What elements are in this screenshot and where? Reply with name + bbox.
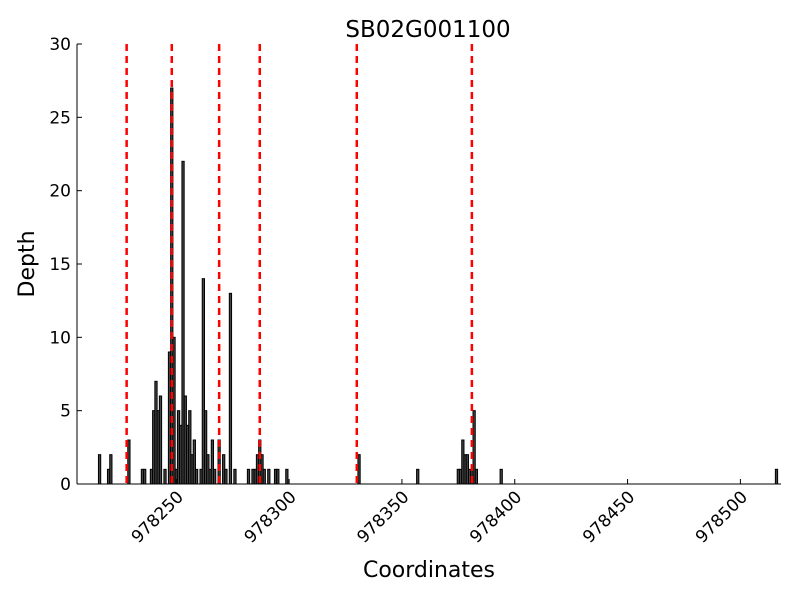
- x-tick-label: 978400: [466, 487, 526, 547]
- bar: [416, 468, 420, 485]
- x-tick-label: 978500: [692, 487, 752, 547]
- x-tick-label: 978450: [579, 487, 639, 547]
- bar: [172, 336, 176, 485]
- bar: [357, 454, 361, 485]
- bar: [276, 468, 280, 485]
- bar: [233, 468, 237, 485]
- bar: [158, 395, 163, 485]
- y-tick-label: 15: [49, 255, 71, 275]
- bar: [194, 468, 199, 485]
- y-ticks: 0 5 10 15 20 25 30: [49, 35, 82, 495]
- bar: [285, 468, 289, 485]
- bar-series: [97, 87, 779, 485]
- y-tick-label: 10: [49, 328, 71, 348]
- bar: [267, 468, 271, 485]
- bar: [474, 468, 479, 485]
- bar: [143, 468, 147, 485]
- bar: [127, 439, 131, 485]
- bar: [262, 468, 266, 485]
- chart-title: SB02G001100: [345, 17, 510, 43]
- y-tick-label: 5: [60, 402, 71, 422]
- y-tick-label: 0: [60, 475, 71, 495]
- bar: [163, 468, 167, 485]
- bar: [228, 292, 233, 485]
- bar: [109, 454, 113, 485]
- x-tick-label: 978350: [353, 487, 413, 547]
- x-tick-label: 978300: [241, 487, 301, 547]
- bar: [499, 468, 503, 485]
- y-tick-label: 25: [49, 108, 71, 128]
- bar: [97, 454, 102, 485]
- bar: [774, 468, 779, 485]
- y-axis-label: Depth: [15, 230, 40, 297]
- x-tick-label: 978250: [128, 487, 188, 547]
- bar: [224, 468, 228, 485]
- marker-lines: [125, 44, 474, 484]
- x-ticks: 978250 978300 978350 978400 978450 978500: [128, 479, 752, 547]
- bar: [213, 468, 217, 485]
- x-axis-label: Coordinates: [363, 558, 495, 583]
- bar: [246, 468, 251, 485]
- y-tick-label: 20: [49, 182, 71, 202]
- y-tick-label: 30: [49, 35, 71, 55]
